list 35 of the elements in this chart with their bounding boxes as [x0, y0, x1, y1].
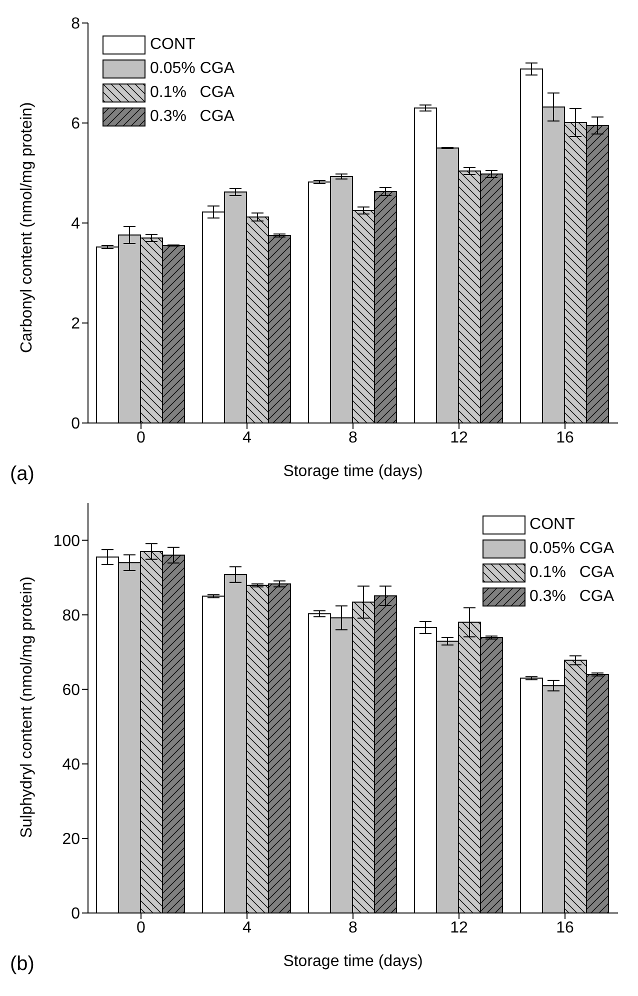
x-axis-title: Storage time (days)	[283, 463, 423, 480]
legend-label: CONT	[150, 35, 196, 55]
x-tick-label: 16	[556, 919, 574, 936]
legend-label: 0.1% CGA	[150, 83, 234, 103]
y-tick-label: 20	[62, 831, 80, 848]
x-tick-label: 0	[136, 429, 146, 446]
legend-label: 0.05% CGA	[150, 59, 234, 79]
x-tick-label: 8	[348, 429, 358, 446]
text: (a)	[10, 463, 34, 486]
y-axis-title: Sulphydryl content (nmol/mg protein)	[18, 576, 36, 838]
y-tick-label: 80	[62, 608, 80, 624]
y-tick-label: 4	[71, 216, 80, 233]
x-tick-label: 8	[348, 919, 358, 936]
y-tick-label: 60	[62, 682, 80, 700]
text: (b)	[10, 953, 34, 976]
legend-label: CONT	[530, 515, 575, 535]
x-tick-label: 4	[242, 919, 252, 936]
x-tick-label: 16	[556, 429, 574, 446]
y-tick-label: 2	[71, 316, 80, 333]
y-tick-label: 8	[71, 16, 80, 33]
y-tick-label: 0	[71, 906, 80, 923]
x-axis-title: Storage time (days)	[283, 953, 423, 970]
x-tick-label: 0	[136, 919, 146, 936]
x-tick-label: 12	[450, 919, 468, 936]
y-tick-label: 0	[71, 416, 80, 433]
legend-label: 0.1% CGA	[530, 563, 614, 583]
x-tick-label: 12	[450, 429, 468, 446]
legend-label: 0.3% CGA	[530, 587, 614, 607]
y-tick-label: 6	[71, 116, 80, 133]
y-axis-title: Carbonyl content (nmol/mg protein)	[18, 102, 36, 353]
y-tick-label: 100	[53, 532, 80, 550]
legend-label: 0.05% CGA	[530, 539, 614, 559]
y-tick-label: 40	[62, 756, 80, 774]
x-tick-label: 4	[242, 429, 252, 446]
legend-label: 0.3% CGA	[150, 107, 234, 127]
